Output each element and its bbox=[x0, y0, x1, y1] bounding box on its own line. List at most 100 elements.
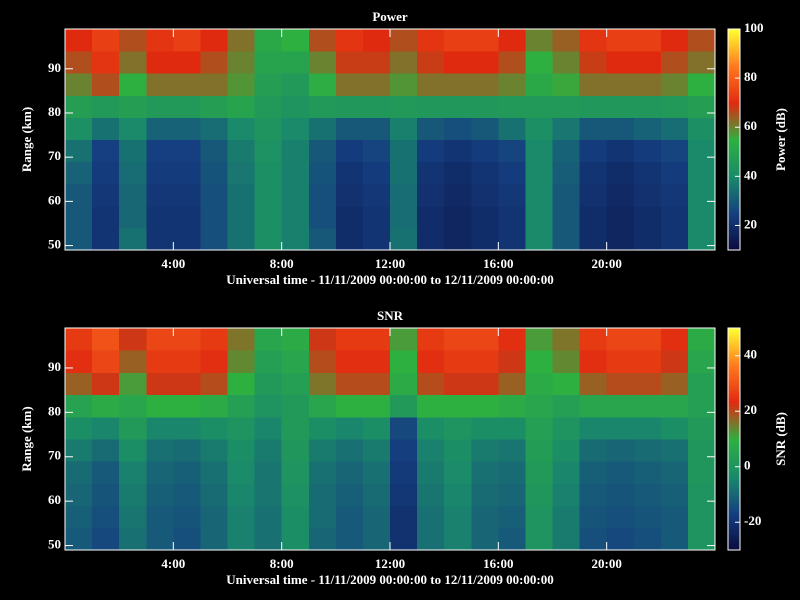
heatmap-cell bbox=[254, 483, 283, 507]
colorbar-swatch bbox=[728, 37, 740, 40]
heatmap-cell bbox=[660, 205, 689, 229]
colorbar-swatch bbox=[728, 55, 740, 58]
heatmap-cell bbox=[227, 73, 256, 96]
x-tick-label: 16:00 bbox=[483, 556, 513, 571]
heatmap-cell bbox=[417, 51, 445, 74]
colorbar-swatch bbox=[728, 61, 740, 64]
colorbar-swatch bbox=[728, 217, 740, 221]
heatmap-cell bbox=[146, 161, 174, 185]
heatmap-cell bbox=[92, 205, 120, 229]
heatmap-cell bbox=[281, 29, 310, 52]
colorbar-swatch bbox=[728, 193, 740, 197]
heatmap-cell bbox=[444, 95, 472, 118]
heatmap-cell bbox=[65, 95, 93, 118]
heatmap-cell bbox=[687, 227, 716, 251]
heatmap-cell bbox=[335, 73, 364, 96]
heatmap-cell bbox=[498, 139, 526, 163]
heatmap-cell bbox=[525, 117, 553, 140]
heatmap-cell bbox=[92, 416, 120, 440]
x-tick-label: 12:00 bbox=[375, 556, 405, 571]
colorbar-swatch bbox=[728, 539, 740, 543]
heatmap-cell bbox=[417, 161, 445, 185]
heatmap-cell bbox=[498, 527, 526, 551]
heatmap-cell bbox=[633, 416, 662, 440]
heatmap-cell bbox=[65, 227, 93, 251]
heatmap-cell bbox=[227, 205, 256, 229]
colorbar-swatch bbox=[728, 461, 740, 464]
colorbar-swatch bbox=[728, 386, 740, 390]
colorbar-swatch bbox=[728, 451, 740, 454]
x-tick-label: 20:00 bbox=[591, 256, 621, 271]
heatmap-cell bbox=[660, 372, 689, 396]
colorbar-swatch bbox=[728, 219, 740, 223]
heatmap-cell bbox=[633, 139, 662, 163]
heatmap-cell bbox=[65, 183, 93, 207]
colorbar-swatch bbox=[728, 330, 740, 333]
colorbar-swatch bbox=[728, 245, 740, 249]
colorbar-swatch bbox=[728, 370, 740, 373]
heatmap-cell bbox=[254, 372, 283, 396]
heatmap-cell bbox=[254, 117, 283, 140]
heatmap-cell bbox=[200, 73, 228, 96]
colorbar-swatch bbox=[728, 547, 740, 551]
heatmap-cell bbox=[687, 183, 716, 207]
colorbar-swatch bbox=[728, 215, 740, 219]
colorbar-swatch bbox=[728, 378, 740, 381]
colorbar-swatch bbox=[728, 521, 740, 525]
heatmap-cell bbox=[227, 328, 256, 351]
colorbar-swatch bbox=[728, 344, 740, 347]
colorbar-swatch bbox=[728, 149, 740, 153]
colorbar-swatch bbox=[728, 213, 740, 217]
heatmap-cell bbox=[552, 527, 581, 551]
colorbar-swatch bbox=[728, 541, 740, 545]
colorbar-swatch bbox=[728, 334, 740, 337]
heatmap-cell bbox=[525, 350, 553, 373]
colorbar-swatch bbox=[728, 67, 740, 70]
heatmap-cell bbox=[92, 161, 120, 185]
colorbar-swatch bbox=[728, 350, 740, 353]
heatmap-cell bbox=[471, 227, 499, 251]
y-tick-label: 50 bbox=[48, 537, 61, 552]
heatmap-cell bbox=[119, 139, 147, 163]
colorbar-swatch bbox=[728, 406, 740, 410]
colorbar-swatch bbox=[728, 87, 740, 90]
heatmap-cell bbox=[444, 117, 472, 140]
heatmap-cell bbox=[254, 527, 283, 551]
colorbar-swatch bbox=[728, 523, 740, 527]
heatmap-cell bbox=[525, 183, 553, 207]
heatmap-cell bbox=[200, 29, 228, 52]
heatmap-cell bbox=[335, 95, 364, 118]
heatmap-cell bbox=[498, 461, 526, 484]
heatmap-cell bbox=[417, 527, 445, 551]
colorbar-swatch bbox=[728, 51, 740, 54]
heatmap-cell bbox=[444, 205, 472, 229]
heatmap-cell bbox=[308, 394, 337, 418]
colorbar-swatch bbox=[728, 203, 740, 207]
heatmap-cell bbox=[335, 416, 364, 440]
heatmap-cell bbox=[119, 527, 147, 551]
heatmap-cell bbox=[498, 439, 526, 462]
heatmap-cell bbox=[471, 51, 499, 74]
heatmap-cell bbox=[281, 416, 310, 440]
heatmap-cell bbox=[390, 51, 418, 74]
colorbar-swatch bbox=[728, 191, 740, 195]
heatmap-cell bbox=[335, 51, 364, 74]
heatmap-cell bbox=[308, 416, 337, 440]
colorbar-tick-label: 80 bbox=[744, 69, 757, 84]
x-tick-label: 4:00 bbox=[161, 256, 185, 271]
heatmap-cell bbox=[119, 416, 147, 440]
colorbar-swatch bbox=[728, 527, 740, 531]
heatmap-cell bbox=[362, 139, 391, 163]
heatmap-cell bbox=[471, 505, 499, 529]
heatmap-cell bbox=[92, 139, 120, 163]
colorbar-swatch bbox=[728, 467, 740, 470]
colorbar-swatch bbox=[728, 485, 740, 488]
heatmap-cell bbox=[579, 483, 608, 507]
heatmap-cell bbox=[335, 183, 364, 207]
colorbar-swatch bbox=[728, 241, 740, 245]
heatmap-cell bbox=[173, 483, 201, 507]
heatmap-cell bbox=[92, 505, 120, 529]
heatmap-cell bbox=[362, 95, 391, 118]
heatmap-cell bbox=[254, 461, 283, 484]
heatmap-cell bbox=[92, 394, 120, 418]
